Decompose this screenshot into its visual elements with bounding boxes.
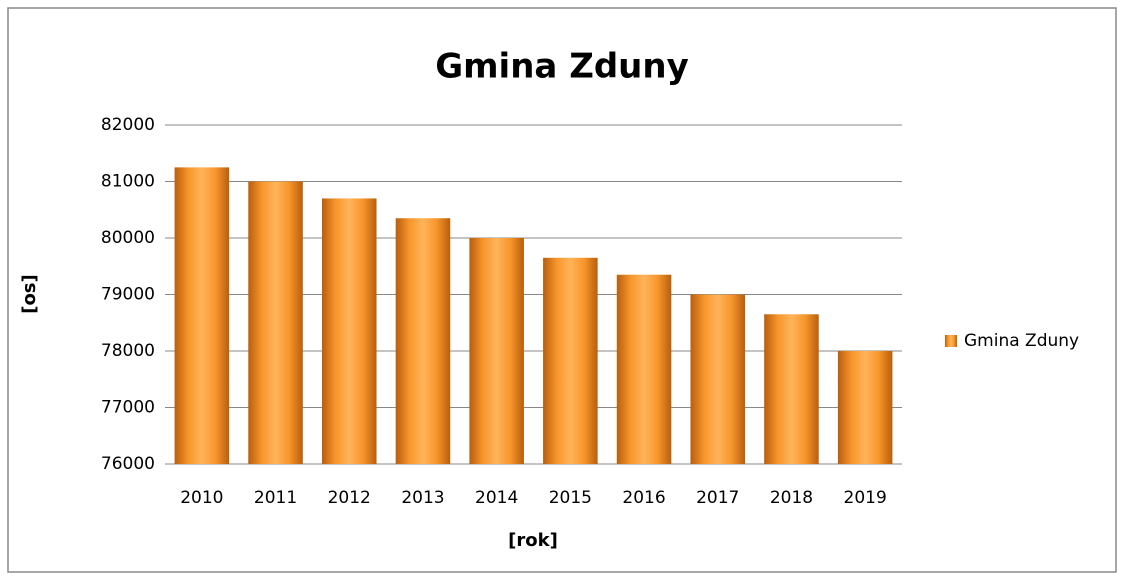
y-tick-label: 81000 bbox=[101, 172, 155, 192]
legend-marker bbox=[945, 335, 957, 347]
x-tick-label: 2014 bbox=[475, 488, 518, 508]
bar bbox=[469, 238, 524, 464]
x-tick-label: 2013 bbox=[401, 488, 444, 508]
legend-label: Gmina Zduny bbox=[964, 331, 1079, 351]
x-tick-label: 2010 bbox=[180, 488, 223, 508]
bar bbox=[543, 257, 598, 464]
x-tick-label: 2012 bbox=[328, 488, 371, 508]
bar bbox=[764, 314, 819, 464]
y-tick-label: 80000 bbox=[101, 228, 155, 248]
x-tick-label: 2016 bbox=[622, 488, 665, 508]
x-tick-label: 2018 bbox=[770, 488, 813, 508]
y-tick-label: 78000 bbox=[101, 341, 155, 361]
bar bbox=[837, 351, 893, 464]
y-tick-label: 82000 bbox=[101, 115, 155, 135]
x-tick-label: 2011 bbox=[254, 488, 297, 508]
x-axis-label: [rok] bbox=[508, 530, 558, 551]
y-tick-label: 76000 bbox=[101, 454, 155, 474]
bar bbox=[174, 167, 230, 464]
bar bbox=[321, 198, 377, 464]
x-tick-label: 2017 bbox=[696, 488, 739, 508]
y-tick-label: 79000 bbox=[101, 285, 155, 305]
y-axis-label: [os] bbox=[19, 274, 40, 314]
chart-title: Gmina Zduny bbox=[435, 47, 689, 87]
bar bbox=[248, 181, 303, 464]
bar bbox=[616, 274, 672, 464]
x-tick-label: 2019 bbox=[844, 488, 887, 508]
bar bbox=[690, 294, 746, 464]
y-tick-label: 77000 bbox=[101, 398, 155, 418]
bar bbox=[395, 218, 451, 464]
x-tick-label: 2015 bbox=[549, 488, 592, 508]
